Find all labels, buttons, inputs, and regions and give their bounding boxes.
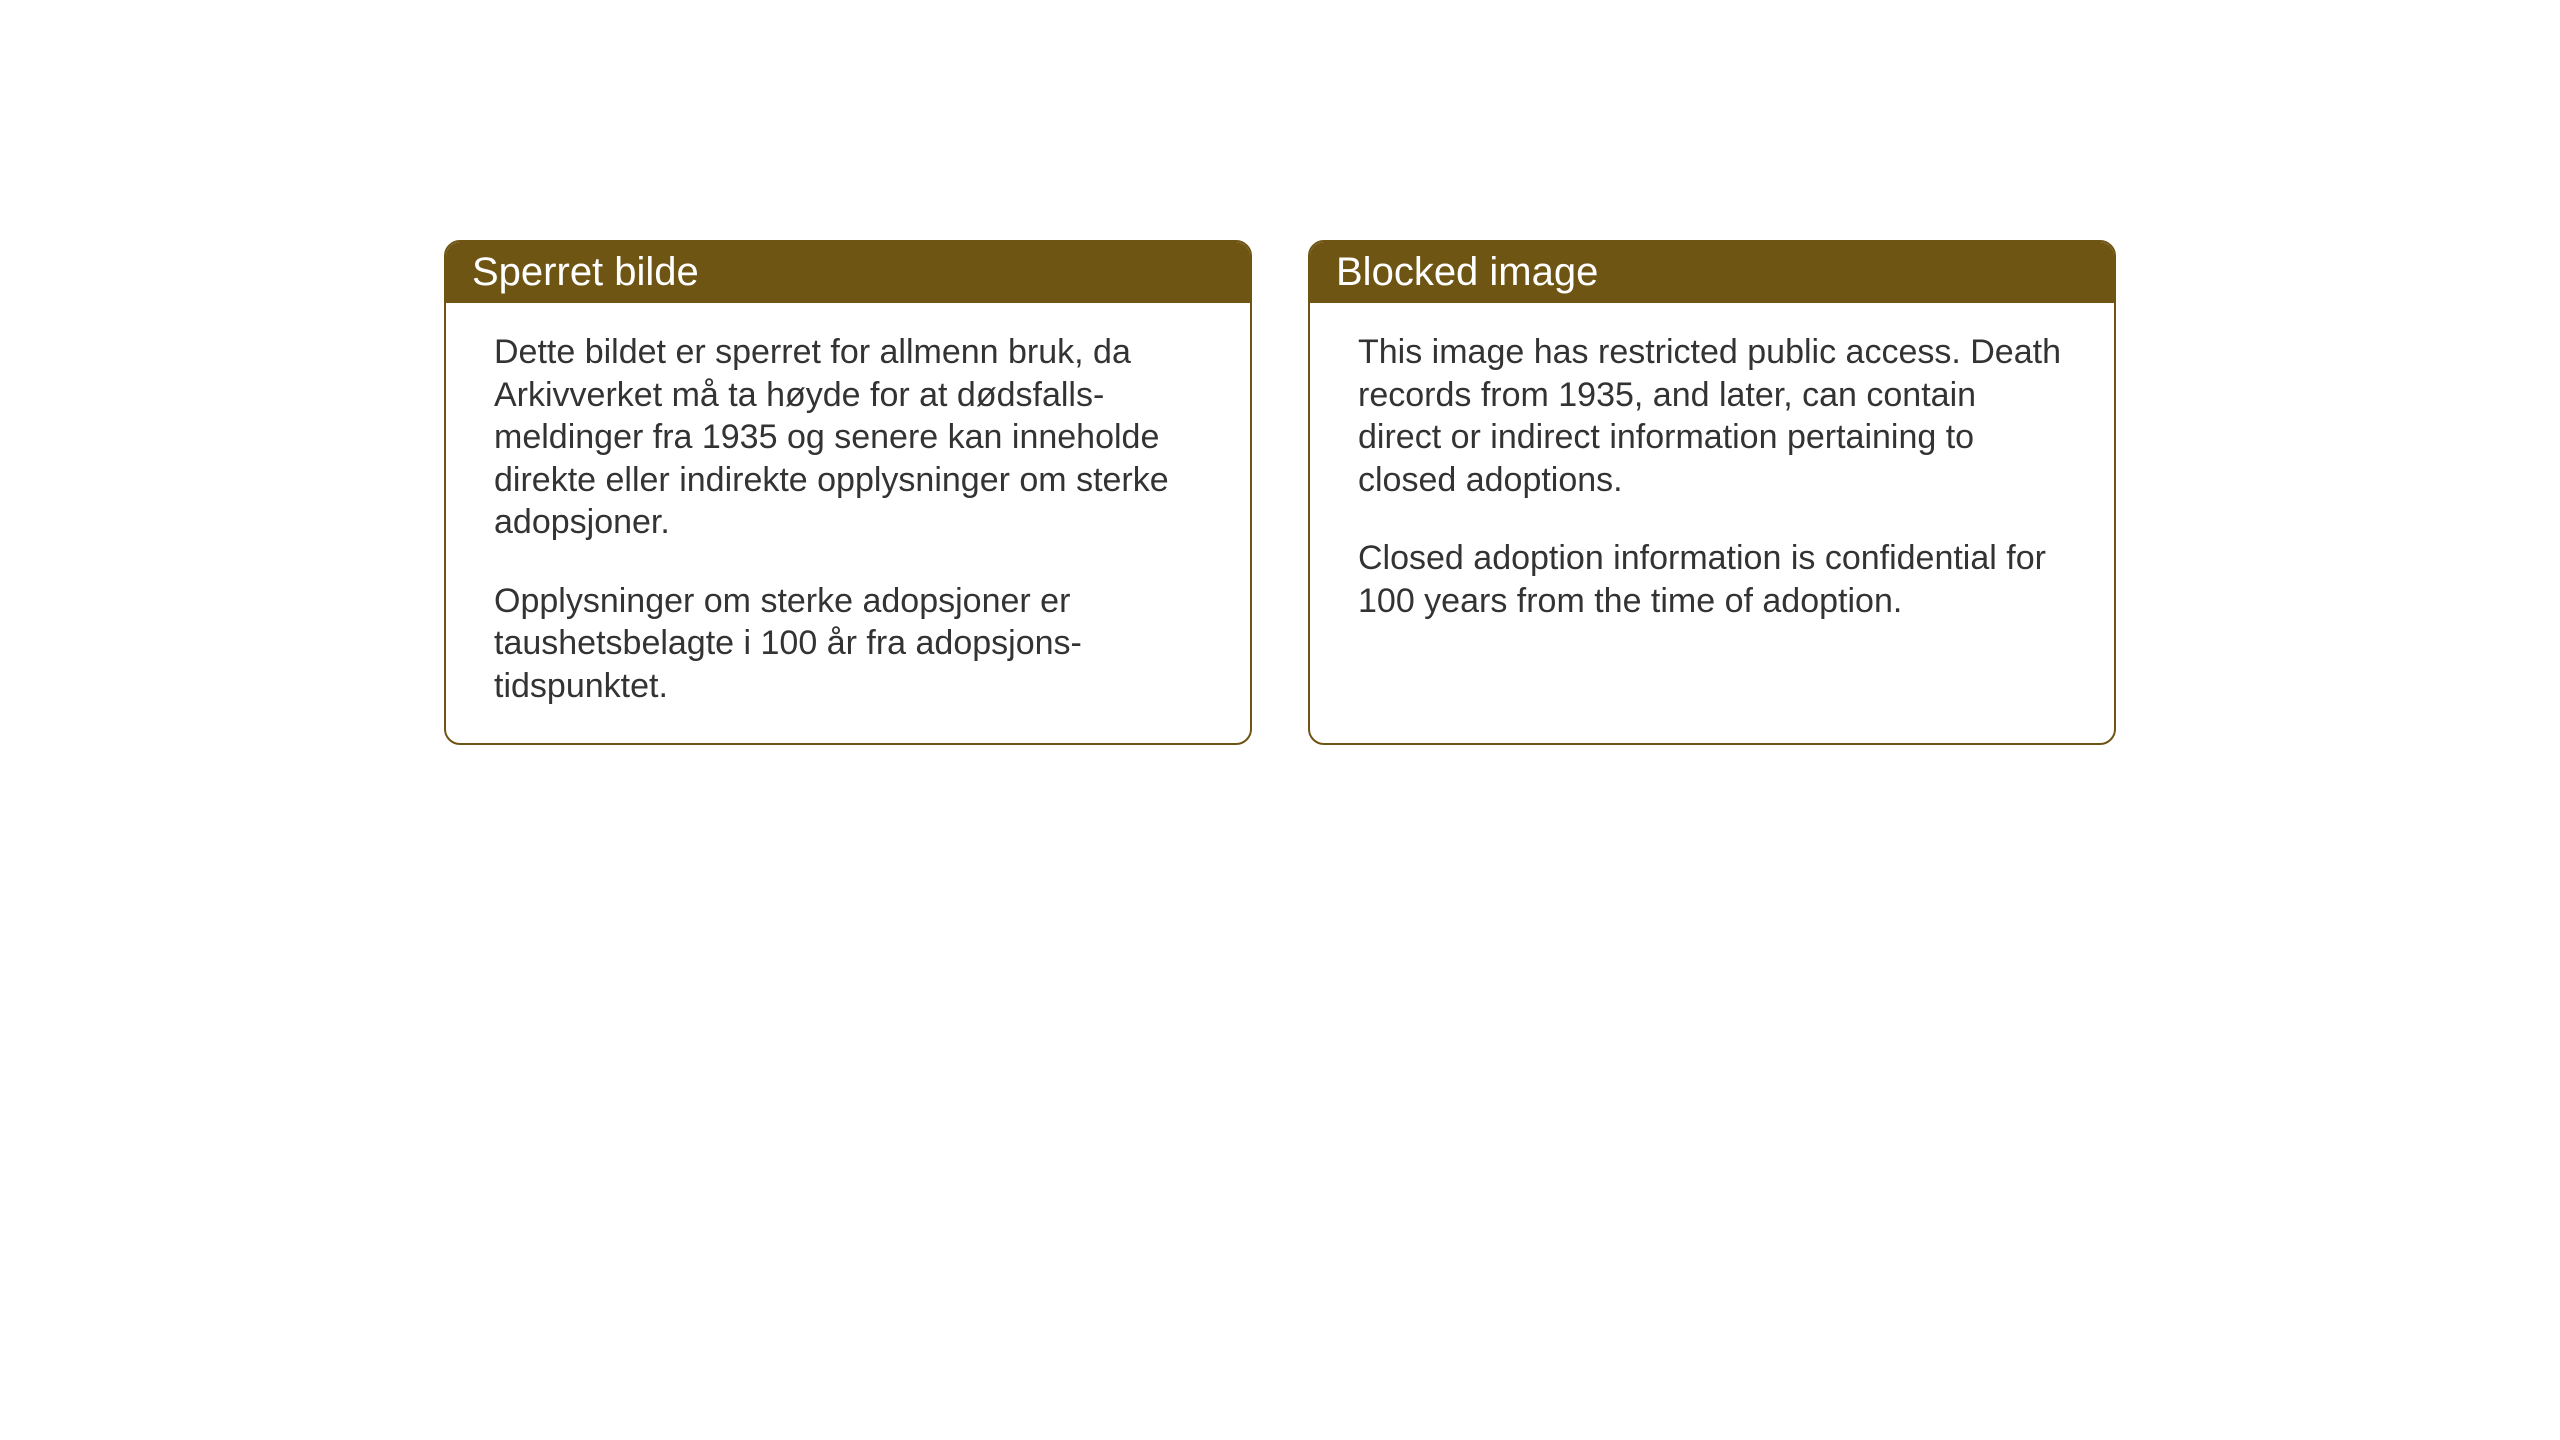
notice-header-norwegian: Sperret bilde <box>446 242 1250 303</box>
notice-box-norwegian: Sperret bilde Dette bildet er sperret fo… <box>444 240 1252 745</box>
notice-body-english: This image has restricted public access.… <box>1310 303 2114 723</box>
notice-box-english: Blocked image This image has restricted … <box>1308 240 2116 745</box>
notice-paragraph: Dette bildet er sperret for allmenn bruk… <box>494 331 1202 544</box>
notice-paragraph: Closed adoption information is confident… <box>1358 537 2066 622</box>
notice-paragraph: Opplysninger om sterke adopsjoner er tau… <box>494 580 1202 708</box>
notice-paragraph: This image has restricted public access.… <box>1358 331 2066 501</box>
notice-container: Sperret bilde Dette bildet er sperret fo… <box>444 240 2116 745</box>
notice-body-norwegian: Dette bildet er sperret for allmenn bruk… <box>446 303 1250 743</box>
notice-header-english: Blocked image <box>1310 242 2114 303</box>
